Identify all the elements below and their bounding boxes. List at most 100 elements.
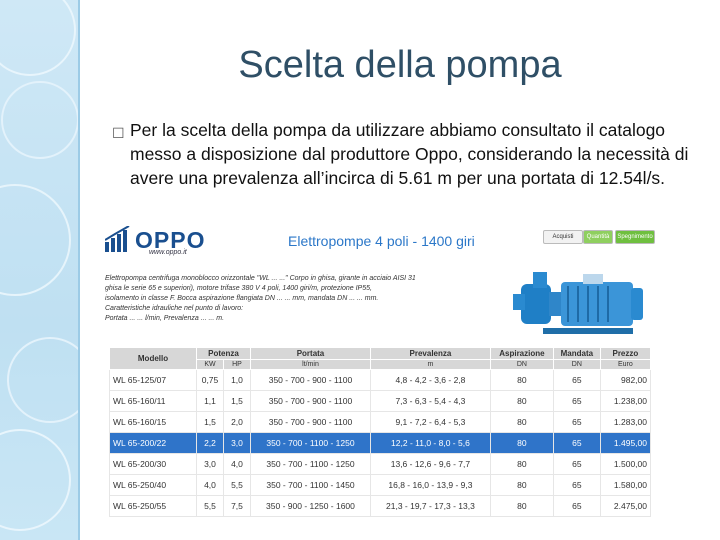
cell-prevalenza: 13,6 - 12,6 - 9,6 - 7,7 xyxy=(369,453,491,475)
description-line: Portata ... ... l/min, Prevalenza ... ..… xyxy=(105,315,225,322)
cell-hp: 3,0 xyxy=(223,432,251,454)
subheader-mandata-unit: DN xyxy=(552,359,601,370)
cell-hp: 7,5 xyxy=(223,495,251,517)
description-line: Caratteristiche idrauliche nel punto di … xyxy=(105,305,244,312)
header-aspirazione: Aspirazione xyxy=(489,347,554,360)
header-modello: Modello xyxy=(109,347,197,370)
subheader-hp: HP xyxy=(223,359,251,370)
slide-title: Scelta della pompa xyxy=(238,44,562,86)
cell-prevalenza: 4,8 - 4,2 - 3,6 - 2,8 xyxy=(369,369,491,391)
header-potenza: Potenza xyxy=(196,347,251,360)
cell-prevalenza: 21,3 - 19,7 - 17,3 - 13,3 xyxy=(369,495,491,517)
cell-aspirazione: 80 xyxy=(489,390,554,412)
cell-modello: WL 65-250/55 xyxy=(109,495,197,517)
cell-prezzo: 2.475,00 xyxy=(599,495,652,517)
cell-prezzo: 1.495,00 xyxy=(599,432,652,454)
cell-mandata: 65 xyxy=(552,474,601,496)
cell-prevalenza: 16,8 - 16,0 - 13,9 - 9,3 xyxy=(369,474,491,496)
cell-modello: WL 65-160/11 xyxy=(109,390,197,412)
cell-hp: 1,0 xyxy=(223,369,251,391)
table-row[interactable]: WL 65-125/07 0,75 1,0 350 - 700 - 900 - … xyxy=(109,369,652,391)
quantita-button[interactable]: Quantità xyxy=(583,230,613,244)
subheader-kw: KW xyxy=(196,359,224,370)
cell-mandata: 65 xyxy=(552,411,601,433)
cell-prezzo: 1.500,00 xyxy=(599,453,652,475)
cell-mandata: 65 xyxy=(552,432,601,454)
cell-portata: 350 - 700 - 900 - 1100 xyxy=(250,390,371,412)
cell-prevalenza: 7,3 - 6,3 - 5,4 - 4,3 xyxy=(369,390,491,412)
cell-aspirazione: 80 xyxy=(489,432,554,454)
product-description: Elettropompa centrifuga monoblocco orizz… xyxy=(105,274,415,324)
table-row[interactable]: WL 65-250/40 4,0 5,5 350 - 700 - 1100 - … xyxy=(109,474,652,496)
catalog-title: Elettropompe 4 poli - 1400 giri xyxy=(288,233,475,249)
cell-prevalenza: 9,1 - 7,2 - 6,4 - 5,3 xyxy=(369,411,491,433)
bullet-text: Per la scelta della pompa da utilizzare … xyxy=(130,120,689,188)
cell-hp: 4,0 xyxy=(223,453,251,475)
description-line: isolamento in classe F. Bocca aspirazion… xyxy=(105,295,379,302)
cell-aspirazione: 80 xyxy=(489,369,554,391)
cell-kw: 3,0 xyxy=(196,453,224,475)
cell-aspirazione: 80 xyxy=(489,495,554,517)
sidebar-circles-decoration xyxy=(0,0,80,531)
cell-mandata: 65 xyxy=(552,390,601,412)
cell-prezzo: 1.283,00 xyxy=(599,411,652,433)
table-row[interactable]: WL 65-200/30 3,0 4,0 350 - 700 - 1100 - … xyxy=(109,453,652,475)
cell-aspirazione: 80 xyxy=(489,453,554,475)
cell-kw: 5,5 xyxy=(196,495,224,517)
spegnimento-button[interactable]: Spegnimento xyxy=(615,230,655,244)
pump-image xyxy=(513,272,643,334)
pump-spec-table: Modello Potenza Portata Prevalenza Aspir… xyxy=(109,347,652,517)
cell-kw: 2,2 xyxy=(196,432,224,454)
header-portata: Portata xyxy=(250,347,371,360)
subheader-aspirazione-unit: DN xyxy=(489,359,554,370)
oppo-logo: OPPO xyxy=(135,227,206,253)
cell-portata: 350 - 700 - 1100 - 1250 xyxy=(250,453,371,475)
table-row[interactable]: WL 65-250/55 5,5 7,5 350 - 900 - 1250 - … xyxy=(109,495,652,517)
cell-prezzo: 1.580,00 xyxy=(599,474,652,496)
subheader-portata-unit: lt/min xyxy=(250,359,371,370)
cell-portata: 350 - 900 - 1250 - 1600 xyxy=(250,495,371,517)
cell-kw: 1,1 xyxy=(196,390,224,412)
sidebar-divider xyxy=(78,0,80,540)
cell-mandata: 65 xyxy=(552,369,601,391)
subheader-prevalenza-unit: m xyxy=(369,359,491,370)
table-row[interactable]: WL 65-160/11 1,1 1,5 350 - 700 - 900 - 1… xyxy=(109,390,652,412)
cell-kw: 0,75 xyxy=(196,369,224,391)
cell-aspirazione: 80 xyxy=(489,411,554,433)
cell-hp: 2,0 xyxy=(223,411,251,433)
acquisti-button[interactable]: Acquisti xyxy=(543,230,583,244)
cell-kw: 1,5 xyxy=(196,411,224,433)
cell-prevalenza: 12,2 - 11,0 - 8,0 - 5,6 xyxy=(369,432,491,454)
logo-chart-icon xyxy=(105,226,130,252)
decorative-sidebar xyxy=(0,0,80,540)
subheader-prezzo-unit: Euro xyxy=(599,359,652,370)
description-line: ghisa le serie 65 e superiori), motore t… xyxy=(105,285,372,292)
header-prezzo: Prezzo xyxy=(599,347,652,360)
table-row-selected[interactable]: WL 65-200/22 2,2 3,0 350 - 700 - 1100 - … xyxy=(109,432,652,454)
bullet-icon: ☐ xyxy=(112,125,125,141)
cell-modello: WL 65-200/22 xyxy=(109,432,197,454)
header-prevalenza: Prevalenza xyxy=(369,347,491,360)
cell-portata: 350 - 700 - 900 - 1100 xyxy=(250,369,371,391)
cell-kw: 4,0 xyxy=(196,474,224,496)
header-mandata: Mandata xyxy=(552,347,601,360)
cell-hp: 1,5 xyxy=(223,390,251,412)
cell-modello: WL 65-200/30 xyxy=(109,453,197,475)
logo-url: www.oppo.it xyxy=(149,249,187,256)
cell-hp: 5,5 xyxy=(223,474,251,496)
cell-portata: 350 - 700 - 1100 - 1250 xyxy=(250,432,371,454)
catalog-screenshot: OPPO www.oppo.it Elettropompe 4 poli - 1… xyxy=(103,222,663,522)
cell-portata: 350 - 700 - 900 - 1100 xyxy=(250,411,371,433)
cell-modello: WL 65-125/07 xyxy=(109,369,197,391)
cell-mandata: 65 xyxy=(552,453,601,475)
cell-aspirazione: 80 xyxy=(489,474,554,496)
bullet-paragraph: ☐ Per la scelta della pompa da utilizzar… xyxy=(112,118,700,190)
cell-modello: WL 65-250/40 xyxy=(109,474,197,496)
cell-portata: 350 - 700 - 1100 - 1450 xyxy=(250,474,371,496)
cell-prezzo: 1.238,00 xyxy=(599,390,652,412)
cell-modello: WL 65-160/15 xyxy=(109,411,197,433)
table-row[interactable]: WL 65-160/15 1,5 2,0 350 - 700 - 900 - 1… xyxy=(109,411,652,433)
description-line: Elettropompa centrifuga monoblocco orizz… xyxy=(105,275,415,282)
cell-mandata: 65 xyxy=(552,495,601,517)
cell-prezzo: 982,00 xyxy=(599,369,652,391)
